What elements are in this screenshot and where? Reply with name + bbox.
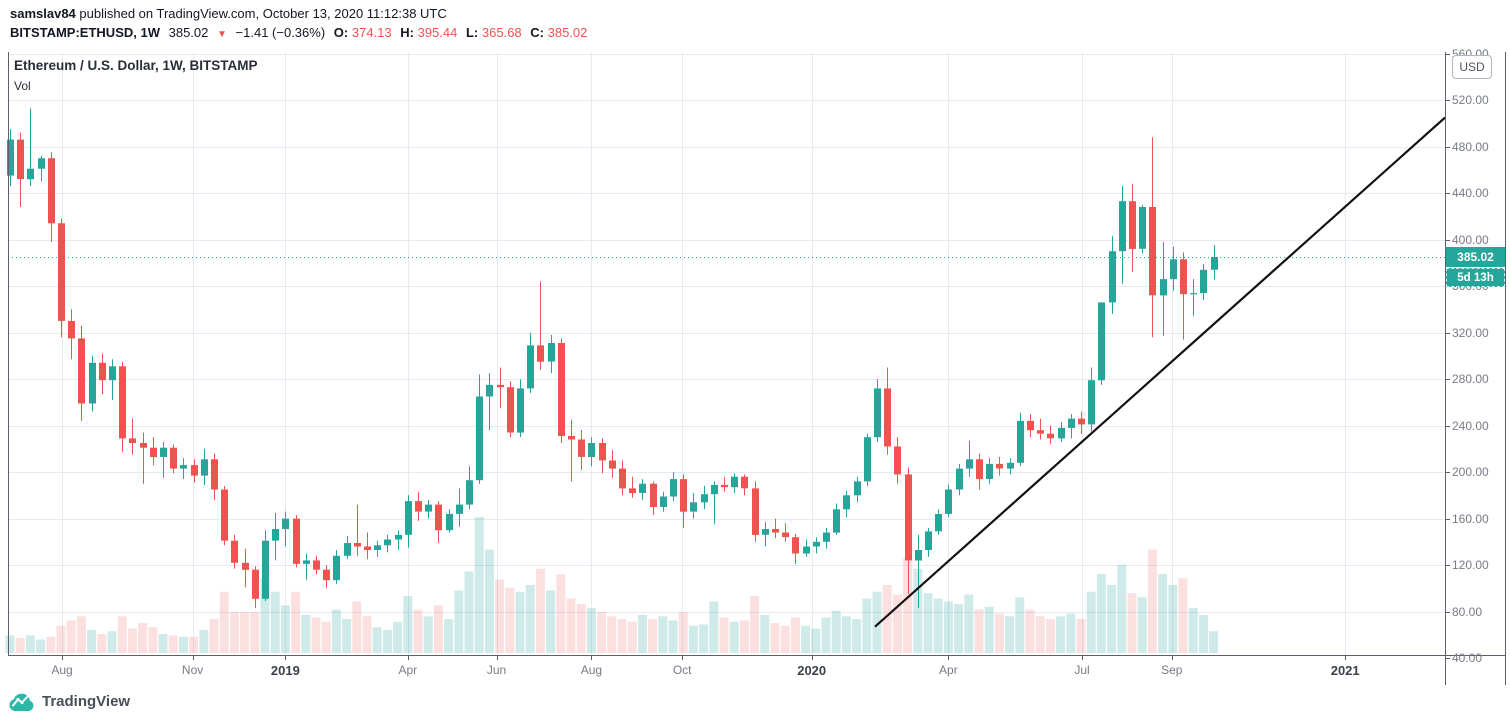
price-axis-label: 400.00	[1452, 232, 1489, 247]
price-axis-label: 280.00	[1452, 372, 1489, 387]
price-axis-label: 480.00	[1452, 139, 1489, 154]
time-axis-month-label: Sep	[1161, 663, 1183, 677]
price-axis-label: 240.00	[1452, 418, 1489, 433]
publish-info: samslav84 published on TradingView.com, …	[10, 6, 447, 21]
time-axis-year-label: 2021	[1330, 663, 1360, 678]
chart-borders	[8, 52, 1506, 685]
time-axis-month-label: Jun	[486, 663, 507, 677]
candles	[7, 108, 1218, 609]
time-axis-month-label: Oct	[672, 663, 692, 677]
brand-name: TradingView	[42, 693, 131, 710]
open-label: O:	[333, 25, 349, 40]
chart-title: Ethereum / U.S. Dollar, 1W, BITSTAMP	[14, 58, 258, 73]
last-price-tag: 385.02	[1446, 247, 1505, 267]
price-axis-label: 40.00	[1452, 651, 1483, 666]
symbol-status-row: BITSTAMP:ETHUSD, 1W 385.02 ▼ −1.41 (−0.3…	[10, 25, 592, 40]
username: samslav84	[10, 6, 76, 21]
high-value: 395.44	[417, 25, 458, 40]
time-axis-month-label: Aug	[51, 663, 73, 677]
time-axis-month-label: Apr	[398, 663, 418, 677]
high-label: H:	[400, 25, 414, 40]
currency-toggle-button[interactable]: USD	[1452, 55, 1492, 79]
bar-close-countdown: 5d 13h	[1446, 268, 1505, 287]
price-axis-label: 120.00	[1452, 558, 1489, 573]
published-text: published on TradingView.com, October 13…	[75, 6, 447, 21]
tradingview-cloud-icon	[9, 693, 34, 712]
time-axis-year-label: 2019	[270, 663, 300, 678]
trend-line[interactable]	[874, 116, 1446, 628]
price-axis-label: 200.00	[1452, 465, 1489, 480]
price-axis-label: 80.00	[1452, 604, 1483, 619]
price-axis-label: 320.00	[1452, 325, 1489, 340]
price-down-triangle-icon: ▼	[217, 29, 227, 40]
time-axis-year-label: 2020	[797, 663, 827, 678]
low-label: L:	[465, 25, 479, 40]
volume-indicator-label: Vol	[14, 79, 31, 93]
time-axis-month-label: Apr	[939, 663, 958, 677]
time-axis-month-label: Nov	[181, 663, 204, 677]
gridlines	[8, 52, 1445, 655]
volume-bars	[5, 517, 1219, 653]
time-axis-month-label: Jul	[1074, 663, 1090, 677]
open-value: 374.13	[351, 25, 392, 40]
price-axis-label: 520.00	[1452, 93, 1489, 108]
price-axis-label: 160.00	[1452, 511, 1489, 526]
close-label: C:	[530, 25, 544, 40]
close-value: 385.02	[547, 25, 588, 40]
symbol-label: BITSTAMP:ETHUSD, 1W	[10, 25, 160, 40]
price-axis-label: 440.00	[1452, 186, 1489, 201]
time-axis-month-label: Aug	[580, 663, 603, 677]
last-price: 385.02	[168, 25, 209, 40]
tradingview-logo[interactable]: TradingView	[8, 690, 130, 713]
low-value: 365.68	[481, 25, 522, 40]
price-change: −1.41 (−0.36%)	[235, 25, 326, 40]
